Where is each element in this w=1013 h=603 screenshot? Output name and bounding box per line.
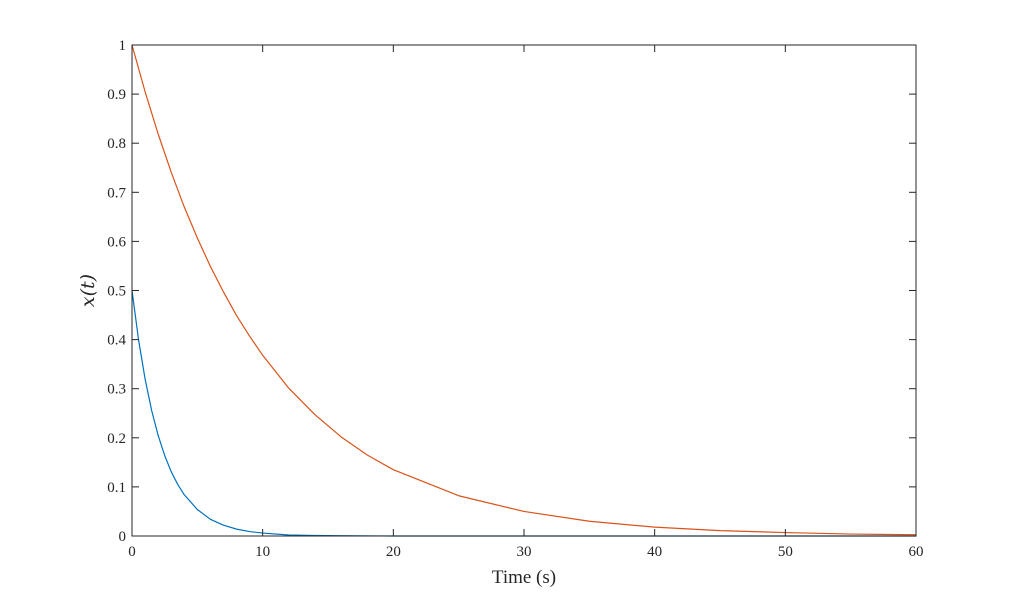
y-tick-label: 0.6 (107, 234, 126, 250)
x-tick-label: 50 (778, 544, 793, 560)
x-tick-label: 60 (909, 544, 924, 560)
y-tick-label: 0.7 (107, 185, 126, 201)
series-line-2 (131, 44, 917, 536)
y-tick-label: 0 (119, 529, 127, 545)
x-tick-label: 0 (128, 544, 136, 560)
series-layer (131, 44, 917, 537)
y-tick-label: 0.2 (107, 431, 126, 447)
tick-layer: 0 10 20 30 40 50 60 0 0.1 0.2 0.3 0.4 0.5 0.6 0.7 0.8 0.… (107, 38, 923, 560)
x-tick-label: 20 (386, 544, 401, 560)
y-tick-label: 0.3 (107, 382, 126, 398)
y-tick-label: 0.4 (107, 333, 126, 349)
x-tick-label: 30 (517, 544, 532, 560)
axes-box (131, 44, 917, 537)
y-tick-label: 0.5 (107, 284, 126, 300)
y-tick-label: 1 (119, 38, 127, 54)
x-axis-label: Time (s) (492, 567, 556, 588)
y-tick-label: 0.8 (107, 136, 126, 152)
series-line-1 (131, 289, 917, 537)
y-tick-label: 0.1 (107, 480, 126, 496)
y-axis-label: x(t) (77, 274, 99, 307)
x-tick-label: 10 (255, 544, 270, 560)
y-tick-label: 0.9 (107, 87, 126, 103)
x-tick-label: 40 (647, 544, 662, 560)
